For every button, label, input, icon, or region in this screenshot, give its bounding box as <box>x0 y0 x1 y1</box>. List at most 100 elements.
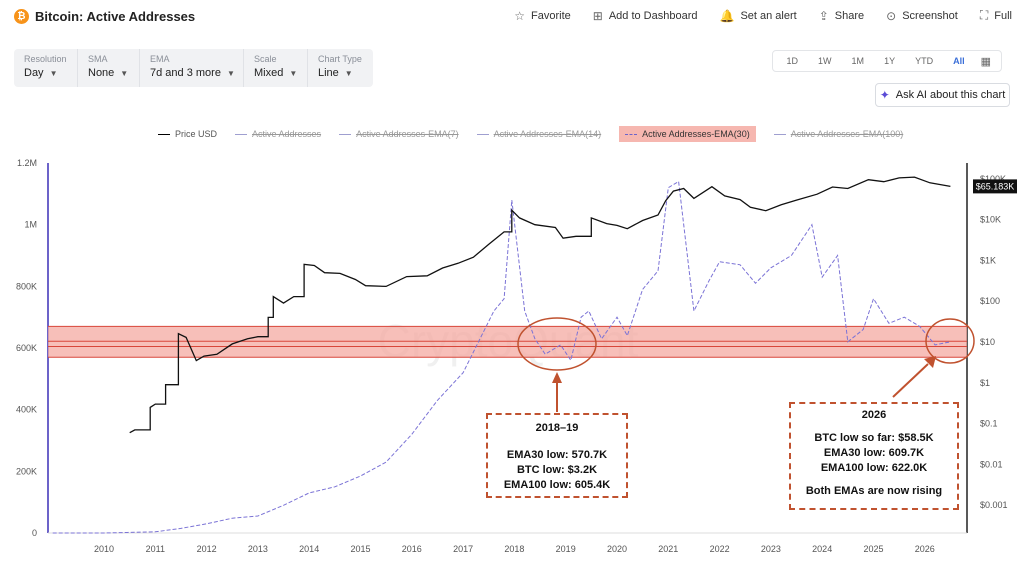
highlight-ellipse-2026 <box>925 318 975 364</box>
callout-title: 2026 <box>861 409 887 421</box>
left-tick-label: 600K <box>16 343 37 353</box>
left-tick-label: 0 <box>32 528 37 538</box>
x-tick-label: 2011 <box>146 544 165 554</box>
series-line-price-usd <box>129 176 951 434</box>
x-tick-label: 2018 <box>504 544 524 554</box>
left-tick-label: 1M <box>24 220 37 230</box>
screenshot-label: Screenshot <box>902 9 958 22</box>
x-tick-label: 2015 <box>350 544 370 554</box>
chart-controls: Resolution Day ▼ SMA None ▼ EMA 7d and 3 m… <box>14 49 373 87</box>
current-price-tag <box>973 179 1017 194</box>
legend-swatch <box>625 133 638 135</box>
bitcoin-icon: ₿ <box>14 9 29 24</box>
ema-value: 7d and 3 more <box>150 67 221 79</box>
favorite-label: Favorite <box>531 9 571 22</box>
add-to-dashboard-button[interactable]: ⊞ Add to Dashboard <box>593 9 698 23</box>
fullscreen-icon: ⛶ <box>979 8 989 22</box>
resolution-label: Resolution <box>24 54 67 64</box>
support-band <box>48 326 967 358</box>
legend-item-ema7[interactable]: Active Addresses-EMA(7) <box>339 129 459 139</box>
x-tick-label: 2016 <box>402 544 422 554</box>
top-bar: ₿ Bitcoin: Active Addresses ☆ Favorite ⊞ A… <box>0 0 1024 34</box>
add-to-dashboard-label: Add to Dashboard <box>608 9 698 22</box>
x-tick-label: 2021 <box>658 544 678 554</box>
series-line-ema30 <box>52 180 951 534</box>
set-alert-button[interactable]: 🔔 Set an alert <box>720 9 797 23</box>
current-price-label: $65.183K <box>976 181 1015 191</box>
arrow-2026-head <box>924 356 936 368</box>
scale-label: Scale <box>254 54 277 64</box>
legend-item-price-usd[interactable]: Price USD <box>158 129 217 139</box>
ema-select[interactable]: EMA 7d and 3 more ▼ <box>140 49 244 87</box>
chart-type-value: Line <box>318 67 339 79</box>
chart-type-label: Chart Type <box>318 54 362 64</box>
chart-legend: Price USD Active Addresses Active Addres… <box>158 124 921 144</box>
callout-2026: 2026 BTC low so far: $58.5K EMA30 low: 6… <box>789 402 959 510</box>
right-tick-label: $0.01 <box>980 459 1003 469</box>
x-tick-label: 2020 <box>607 544 627 554</box>
left-tick-label: 400K <box>16 405 37 415</box>
resolution-select[interactable]: Resolution Day ▼ <box>14 49 78 87</box>
legend-label: Active Addresses-EMA(14) <box>493 129 602 139</box>
range-ytd-button[interactable]: YTD <box>915 56 934 66</box>
callout-line: EMA100 low: 605.4K <box>503 479 611 491</box>
range-all-button[interactable]: All <box>953 56 965 66</box>
right-tick-label: $1 <box>980 378 990 388</box>
legend-item-ema30[interactable]: Active Addresses-EMA(30) <box>619 126 756 142</box>
ask-ai-label: Ask AI about this chart <box>895 89 1006 101</box>
chevron-down-icon: ▼ <box>289 69 298 78</box>
left-tick-label: 1.2M <box>17 158 37 168</box>
x-tick-label: 2012 <box>197 544 217 554</box>
right-tick-label: $0.001 <box>980 500 1008 510</box>
callout-title: 2018–19 <box>535 422 579 434</box>
callout-line <box>791 476 957 484</box>
x-tick-label: 2019 <box>556 544 576 554</box>
set-alert-label: Set an alert <box>740 9 797 22</box>
chevron-down-icon: ▼ <box>344 69 353 78</box>
legend-item-active-addresses[interactable]: Active Addresses <box>235 129 321 139</box>
share-icon: ⇪ <box>818 8 829 23</box>
favorite-button[interactable]: ☆ Favorite <box>514 9 571 23</box>
arrow-2026-shaft <box>892 363 929 398</box>
calendar-icon[interactable]: ▦ <box>980 55 991 68</box>
legend-swatch <box>773 133 786 135</box>
range-1y-button[interactable]: 1Y <box>884 56 896 66</box>
callout-line: BTC low: $3.2K <box>516 464 598 476</box>
legend-label: Active Addresses-EMA(7) <box>356 129 459 139</box>
page-title: Bitcoin: Active Addresses <box>35 9 196 24</box>
callout-line: BTC low so far: $58.5K <box>814 432 934 444</box>
range-1w-button[interactable]: 1W <box>818 56 832 66</box>
share-label: Share <box>834 9 865 22</box>
x-tick-label: 2023 <box>761 544 781 554</box>
right-tick-label: $10 <box>980 337 995 347</box>
screenshot-button[interactable]: ⊙ Screenshot <box>886 9 958 23</box>
x-tick-label: 2022 <box>710 544 730 554</box>
legend-item-ema14[interactable]: Active Addresses-EMA(14) <box>476 129 602 139</box>
right-tick-label: $100 <box>980 296 1000 306</box>
callout-2018-19: 2018–19 EMA30 low: 570.7K BTC low: $3.2K… <box>486 413 628 498</box>
callout-line: EMA30 low: 609.7K <box>823 447 925 459</box>
chevron-down-icon: ▼ <box>49 69 58 78</box>
time-range-selector: 1D 1W 1M 1Y YTD All ▦ <box>771 50 1002 72</box>
sma-value: None <box>88 67 115 79</box>
sma-select[interactable]: SMA None ▼ <box>78 49 140 87</box>
scale-select[interactable]: Scale Mixed ▼ <box>244 49 308 87</box>
range-1m-button[interactable]: 1M <box>851 56 865 66</box>
x-tick-label: 2010 <box>94 544 114 554</box>
callout-line: Both EMAs are now rising <box>805 485 943 497</box>
sparkle-icon: ✦ <box>879 88 890 102</box>
x-tick-label: 2014 <box>299 544 319 554</box>
fullscreen-button[interactable]: ⛶ Full <box>980 8 1012 23</box>
legend-swatch <box>476 133 489 135</box>
chart-type-select[interactable]: Chart Type Line ▼ <box>308 49 373 87</box>
legend-label: Active Addresses <box>252 129 322 139</box>
resolution-value: Day <box>24 67 44 79</box>
legend-item-ema100[interactable]: Active Addresses-EMA(100) <box>773 129 903 139</box>
chart-title-group: ₿ Bitcoin: Active Addresses <box>14 9 195 24</box>
ask-ai-button[interactable]: ✦ Ask AI about this chart <box>875 83 1010 107</box>
x-tick-label: 2017 <box>453 544 473 554</box>
chevron-down-icon: ▼ <box>120 69 129 78</box>
callout-line: EMA30 low: 570.7K <box>506 449 608 461</box>
share-button[interactable]: ⇪ Share <box>819 9 864 23</box>
range-1d-button[interactable]: 1D <box>786 56 799 66</box>
